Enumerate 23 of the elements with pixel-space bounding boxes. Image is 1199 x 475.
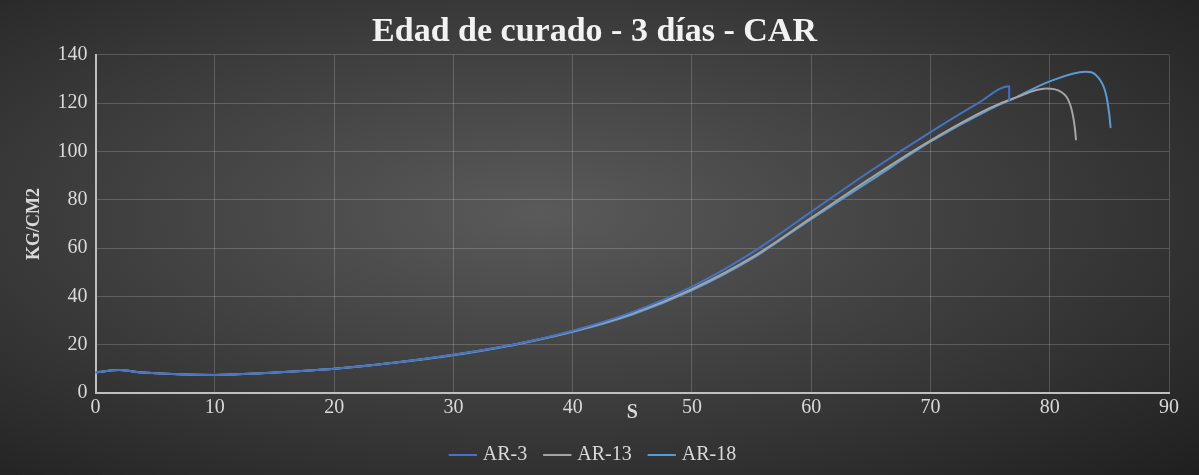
y-tick-label: 60 [67, 235, 88, 258]
y-tick-label: 120 [57, 90, 88, 113]
x-tick-label: 40 [562, 395, 583, 418]
x-tick-label: 50 [681, 395, 702, 418]
x-tick-label: 20 [324, 395, 345, 418]
y-tick-label: 100 [57, 138, 88, 161]
legend-label: AR-13 [577, 442, 632, 465]
x-tick-label: 80 [1039, 395, 1060, 418]
x-tick-label: 60 [801, 395, 822, 418]
y-tick-label: 140 [57, 42, 88, 65]
x-tick-label: 90 [1159, 395, 1179, 418]
y-tick-label: 40 [67, 283, 88, 306]
y-tick-label: 20 [67, 331, 88, 354]
y-tick-label: 80 [67, 186, 88, 209]
chart-title: Edad de curado - 3 días - CAR [372, 11, 818, 49]
x-axis-title: S [626, 400, 638, 423]
x-tick-label: 30 [443, 395, 464, 418]
x-tick-label: 70 [920, 395, 941, 418]
legend-label: AR-3 [482, 442, 528, 465]
x-tick-label: 10 [204, 395, 225, 418]
y-axis-title: KG/CM2 [23, 187, 44, 260]
legend-label: AR-18 [681, 442, 737, 465]
y-tick-label: 0 [77, 380, 88, 403]
